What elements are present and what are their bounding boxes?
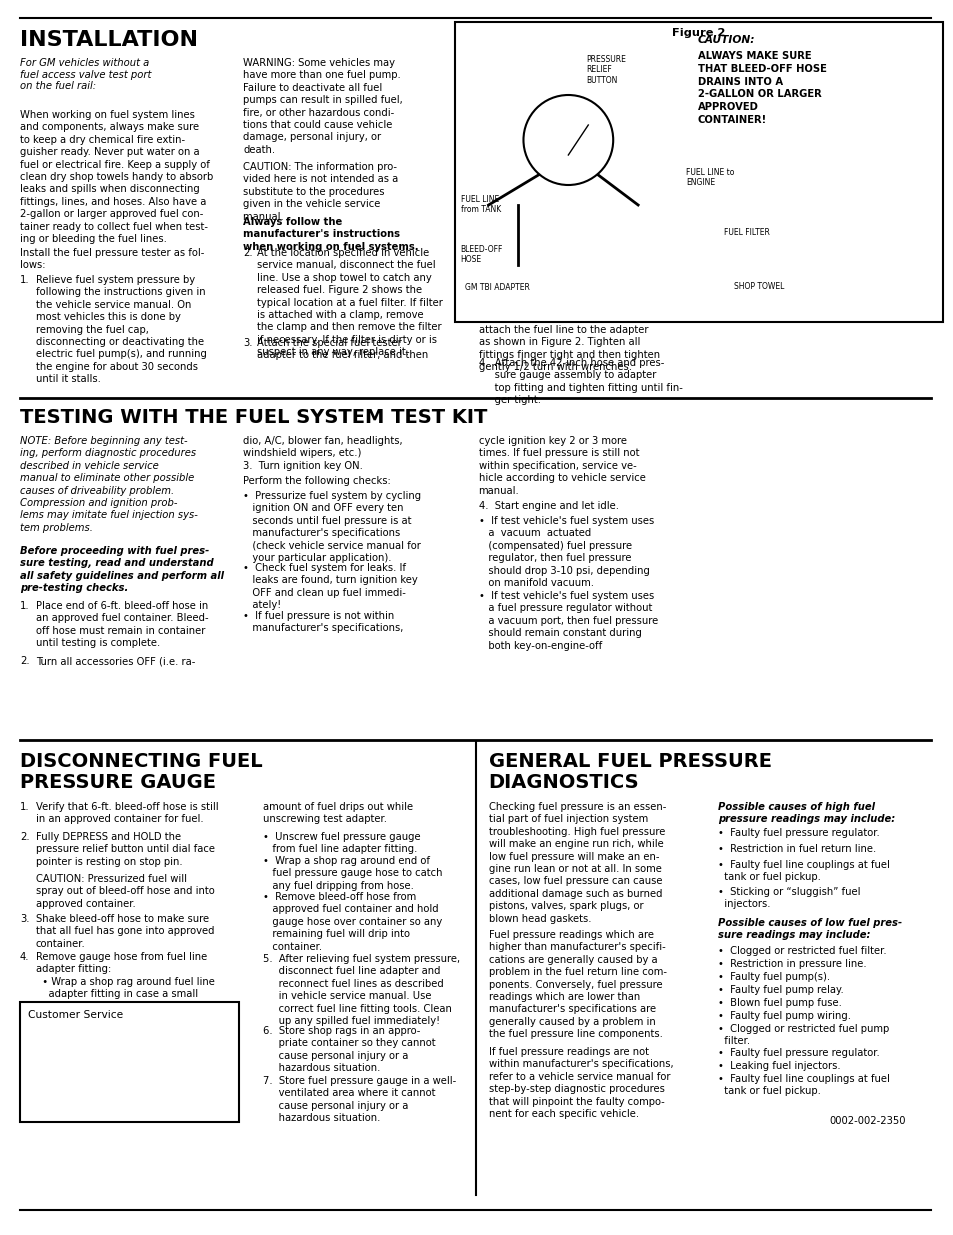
Bar [455, 22, 943, 322]
Text: 3.  Turn ignition key ON.: 3. Turn ignition key ON. [243, 461, 363, 471]
Text: CAUTION: Pressurized fuel will
spray out of bleed-off hose and into
approved con: CAUTION: Pressurized fuel will spray out… [36, 874, 214, 909]
Text: 0002-002-2350: 0002-002-2350 [828, 1116, 904, 1126]
Text: Place end of 6-ft. bleed-off hose in
an approved fuel container. Bleed-
off hose: Place end of 6-ft. bleed-off hose in an … [36, 601, 209, 648]
Text: Verify that 6-ft. bleed-off hose is still
in an approved container for fuel.: Verify that 6-ft. bleed-off hose is stil… [36, 802, 218, 825]
Text: Possible causes of low fuel pres-
sure readings may include:: Possible causes of low fuel pres- sure r… [718, 918, 902, 940]
Text: When working on fuel system lines
and components, always make sure
to keep a dry: When working on fuel system lines and co… [20, 110, 213, 245]
Text: FUEL LINE to
ENGINE: FUEL LINE to ENGINE [685, 168, 734, 188]
Text: •  Faulty fuel line couplings at fuel
  tank or fuel pickup.: • Faulty fuel line couplings at fuel tan… [718, 1074, 889, 1097]
Text: SHOP TOWEL: SHOP TOWEL [733, 282, 783, 291]
Text: 4.: 4. [20, 952, 30, 962]
Text: •  Faulty fuel pump relay.: • Faulty fuel pump relay. [718, 986, 842, 995]
Text: FUEL LINE
from TANK: FUEL LINE from TANK [460, 195, 500, 215]
Bar [20, 1002, 239, 1123]
Text: 3.: 3. [20, 914, 30, 924]
Text: 1.: 1. [20, 275, 30, 285]
Text: dio, A/C, blower fan, headlights,
windshield wipers, etc.): dio, A/C, blower fan, headlights, windsh… [243, 436, 402, 458]
Text: Fully DEPRESS and HOLD the
pressure relief button until dial face
pointer is res: Fully DEPRESS and HOLD the pressure reli… [36, 832, 214, 867]
Text: 1.: 1. [20, 601, 30, 611]
Text: CAUTION:: CAUTION: [698, 35, 755, 44]
Text: BLEED-OFF
HOSE: BLEED-OFF HOSE [460, 245, 502, 264]
Text: •  Faulty fuel pressure regulator.: • Faulty fuel pressure regulator. [718, 1049, 879, 1058]
Text: 2.: 2. [243, 248, 253, 258]
Text: Customer Service: Customer Service [28, 1010, 123, 1020]
Text: Remove gauge hose from fuel line
adapter fitting:
  • Wrap a shop rag around fue: Remove gauge hose from fuel line adapter… [36, 952, 214, 999]
Text: •  If test vehicle's fuel system uses
   a  vacuum  actuated
   (compensated) fu: • If test vehicle's fuel system uses a v… [478, 516, 653, 588]
Text: Checking fuel pressure is an essen-
tial part of fuel injection system
troublesh: Checking fuel pressure is an essen- tial… [488, 802, 665, 924]
Text: •  Blown fuel pump fuse.: • Blown fuel pump fuse. [718, 998, 841, 1008]
Text: WARNING: Some vehicles may
have more than one fuel pump.
Failure to deactivate a: WARNING: Some vehicles may have more tha… [243, 58, 402, 154]
Text: •  Leaking fuel injectors.: • Leaking fuel injectors. [718, 1061, 840, 1071]
Text: •  Restriction in fuel return line.: • Restriction in fuel return line. [718, 844, 875, 853]
Text: Before proceeding with fuel pres-
sure testing, read and understand
all safety g: Before proceeding with fuel pres- sure t… [20, 546, 224, 593]
Text: •  Unscrew fuel pressure gauge
   from fuel line adapter fitting.: • Unscrew fuel pressure gauge from fuel … [263, 832, 420, 855]
Text: •  Pressurize fuel system by cycling
   ignition ON and OFF every ten
   seconds: • Pressurize fuel system by cycling igni… [243, 492, 421, 563]
Text: •  Faulty fuel line couplings at fuel
  tank or fuel pickup.: • Faulty fuel line couplings at fuel tan… [718, 860, 889, 882]
Text: CAUTION: The information pro-
vided here is not intended as a
substitute to the : CAUTION: The information pro- vided here… [243, 162, 398, 221]
Text: 4.  Attach the 42-inch hose and pres-
     sure gauge assembly to adapter
     t: 4. Attach the 42-inch hose and pres- sur… [478, 358, 681, 405]
Text: TESTING WITH THE FUEL SYSTEM TEST KIT: TESTING WITH THE FUEL SYSTEM TEST KIT [20, 408, 487, 427]
Text: 4.  Start engine and let idle.: 4. Start engine and let idle. [478, 501, 618, 511]
Text: •  Remove bleed-off hose from
   approved fuel container and hold
   gauge hose : • Remove bleed-off hose from approved fu… [263, 892, 442, 952]
Text: GM TBI ADAPTER: GM TBI ADAPTER [464, 283, 529, 291]
Text: •  If fuel pressure is not within
   manufacturer's specifications,: • If fuel pressure is not within manufac… [243, 611, 403, 634]
Text: For GM vehicles without a
fuel access valve test port
on the fuel rail:: For GM vehicles without a fuel access va… [20, 58, 152, 91]
Text: ALWAYS MAKE SURE
THAT BLEED-OFF HOSE
DRAINS INTO A
2-GALLON OR LARGER
APPROVED
C: ALWAYS MAKE SURE THAT BLEED-OFF HOSE DRA… [698, 51, 826, 125]
Text: 2.: 2. [20, 832, 30, 842]
Text: 6.  Store shop rags in an appro-
     priate container so they cannot
     cause: 6. Store shop rags in an appro- priate c… [263, 1026, 436, 1073]
Text: •  Check fuel system for leaks. If
   leaks are found, turn ignition key
   OFF : • Check fuel system for leaks. If leaks … [243, 563, 417, 610]
Text: Relieve fuel system pressure by
following the instructions given in
the vehicle : Relieve fuel system pressure by followin… [36, 275, 207, 384]
Text: If fuel pressure readings are not
within manufacturer's specifications,
refer to: If fuel pressure readings are not within… [488, 1047, 673, 1119]
Text: •  Clogged or restricted fuel filter.: • Clogged or restricted fuel filter. [718, 946, 885, 956]
Text: attach the fuel line to the adapter
as shown in Figure 2. Tighten all
fittings f: attach the fuel line to the adapter as s… [478, 325, 659, 372]
Text: 3.: 3. [243, 338, 253, 348]
Text: GENERAL FUEL PRESSURE
DIAGNOSTICS: GENERAL FUEL PRESSURE DIAGNOSTICS [488, 752, 771, 792]
Text: Possible causes of high fuel
pressure readings may include:: Possible causes of high fuel pressure re… [718, 802, 894, 824]
Text: •  If test vehicle's fuel system uses
   a fuel pressure regulator without
   a : • If test vehicle's fuel system uses a f… [478, 592, 658, 651]
Text: •  Wrap a shop rag around end of
   fuel pressure gauge hose to catch
   any fue: • Wrap a shop rag around end of fuel pre… [263, 856, 442, 890]
Text: Perform the following checks:: Perform the following checks: [243, 475, 391, 487]
Text: •  Sticking or “sluggish” fuel
  injectors.: • Sticking or “sluggish” fuel injectors. [718, 887, 860, 909]
Text: cycle ignition key 2 or 3 more
times. If fuel pressure is still not
within speci: cycle ignition key 2 or 3 more times. If… [478, 436, 645, 495]
Text: 2.: 2. [20, 656, 30, 666]
Text: Shake bleed-off hose to make sure
that all fuel has gone into approved
container: Shake bleed-off hose to make sure that a… [36, 914, 214, 948]
Text: 1.: 1. [20, 802, 30, 811]
Text: •  Restriction in pressure line.: • Restriction in pressure line. [718, 960, 865, 969]
Text: 7.  Store fuel pressure gauge in a well-
     ventilated area where it cannot
  : 7. Store fuel pressure gauge in a well- … [263, 1076, 456, 1123]
Text: •  Faulty fuel pump wiring.: • Faulty fuel pump wiring. [718, 1011, 850, 1021]
Text: Install the fuel pressure tester as fol-
lows:: Install the fuel pressure tester as fol-… [20, 248, 204, 270]
Text: At the location specified in vehicle
service manual, disconnect the fuel
line. U: At the location specified in vehicle ser… [257, 248, 442, 357]
Text: Fuel pressure readings which are
higher than manufacturer's specifi-
cations are: Fuel pressure readings which are higher … [488, 930, 666, 1039]
Text: PRESSURE
RELIEF
BUTTON: PRESSURE RELIEF BUTTON [586, 56, 625, 85]
Text: •  Faulty fuel pressure regulator.: • Faulty fuel pressure regulator. [718, 827, 879, 839]
Text: Figure 2: Figure 2 [672, 28, 725, 38]
Text: INSTALLATION: INSTALLATION [20, 30, 197, 49]
Text: Attach the special fuel tester
adapter to the fuel filter, and then: Attach the special fuel tester adapter t… [257, 338, 428, 361]
Text: Turn all accessories OFF (i.e. ra-: Turn all accessories OFF (i.e. ra- [36, 656, 195, 666]
Text: •  Faulty fuel pump(s).: • Faulty fuel pump(s). [718, 972, 829, 982]
Text: FUEL FILTER: FUEL FILTER [723, 228, 769, 237]
Text: DISCONNECTING FUEL
PRESSURE GAUGE: DISCONNECTING FUEL PRESSURE GAUGE [20, 752, 262, 792]
Text: •  Clogged or restricted fuel pump
  filter.: • Clogged or restricted fuel pump filter… [718, 1024, 888, 1046]
Text: amount of fuel drips out while
unscrewing test adapter.: amount of fuel drips out while unscrewin… [263, 802, 413, 825]
Text: Always follow the
manufacturer's instructions
when working on fuel systems.: Always follow the manufacturer's instruc… [243, 217, 418, 252]
Text: NOTE: Before beginning any test-
ing, perform diagnostic procedures
described in: NOTE: Before beginning any test- ing, pe… [20, 436, 197, 532]
Text: 5.  After relieving fuel system pressure,
     disconnect fuel line adapter and
: 5. After relieving fuel system pressure,… [263, 953, 460, 1026]
